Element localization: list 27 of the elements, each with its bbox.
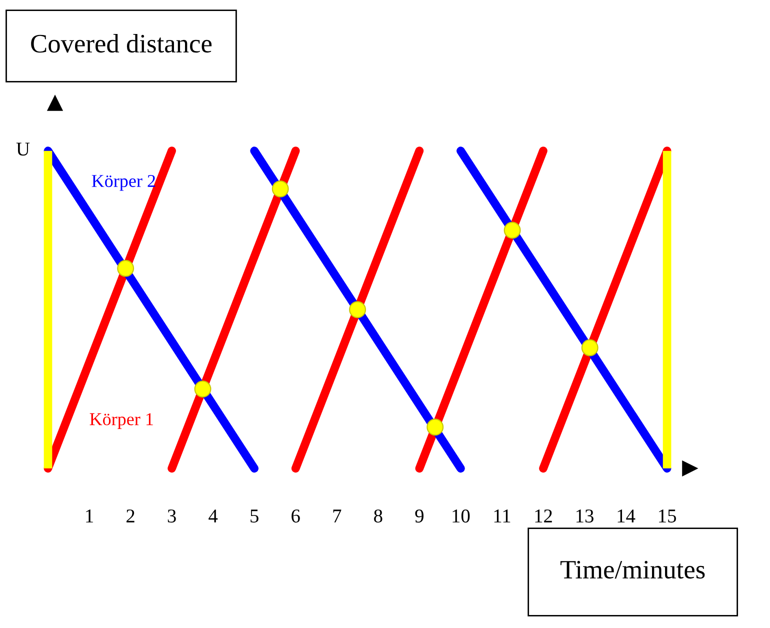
x-tick-label: 3 — [168, 510, 176, 523]
x-tick-label: 11 — [494, 510, 510, 522]
x-tick-label: 5 — [250, 510, 258, 523]
point — [349, 301, 366, 318]
x-tick-label: 10 — [452, 509, 470, 523]
x-axis-title: Time/minutes — [560, 560, 705, 579]
x-tick-label: 12 — [535, 510, 552, 522]
point — [426, 418, 444, 436]
point — [117, 260, 134, 277]
x-tick-label: 4 — [208, 510, 218, 522]
x-tick-label: 14 — [618, 510, 636, 522]
series-label: Körper 2 — [92, 174, 156, 191]
x-tick-label: 2 — [126, 510, 134, 522]
point — [194, 380, 212, 398]
annotation: U — [16, 142, 30, 156]
x-tick-label: 1 — [86, 510, 93, 522]
x-tick-label: 7 — [333, 510, 342, 522]
x-tick-label: 9 — [415, 510, 424, 523]
x-tick-label: 8 — [374, 509, 382, 523]
x-tick-label: 6 — [292, 510, 300, 523]
series-label: Körper 1 — [90, 413, 153, 429]
y-axis-title: Covered distance — [31, 34, 212, 53]
point — [581, 339, 598, 356]
point — [272, 180, 289, 198]
x-tick-label: 15 — [659, 510, 676, 523]
x-tick-label: 13 — [576, 510, 594, 523]
point — [504, 222, 521, 239]
